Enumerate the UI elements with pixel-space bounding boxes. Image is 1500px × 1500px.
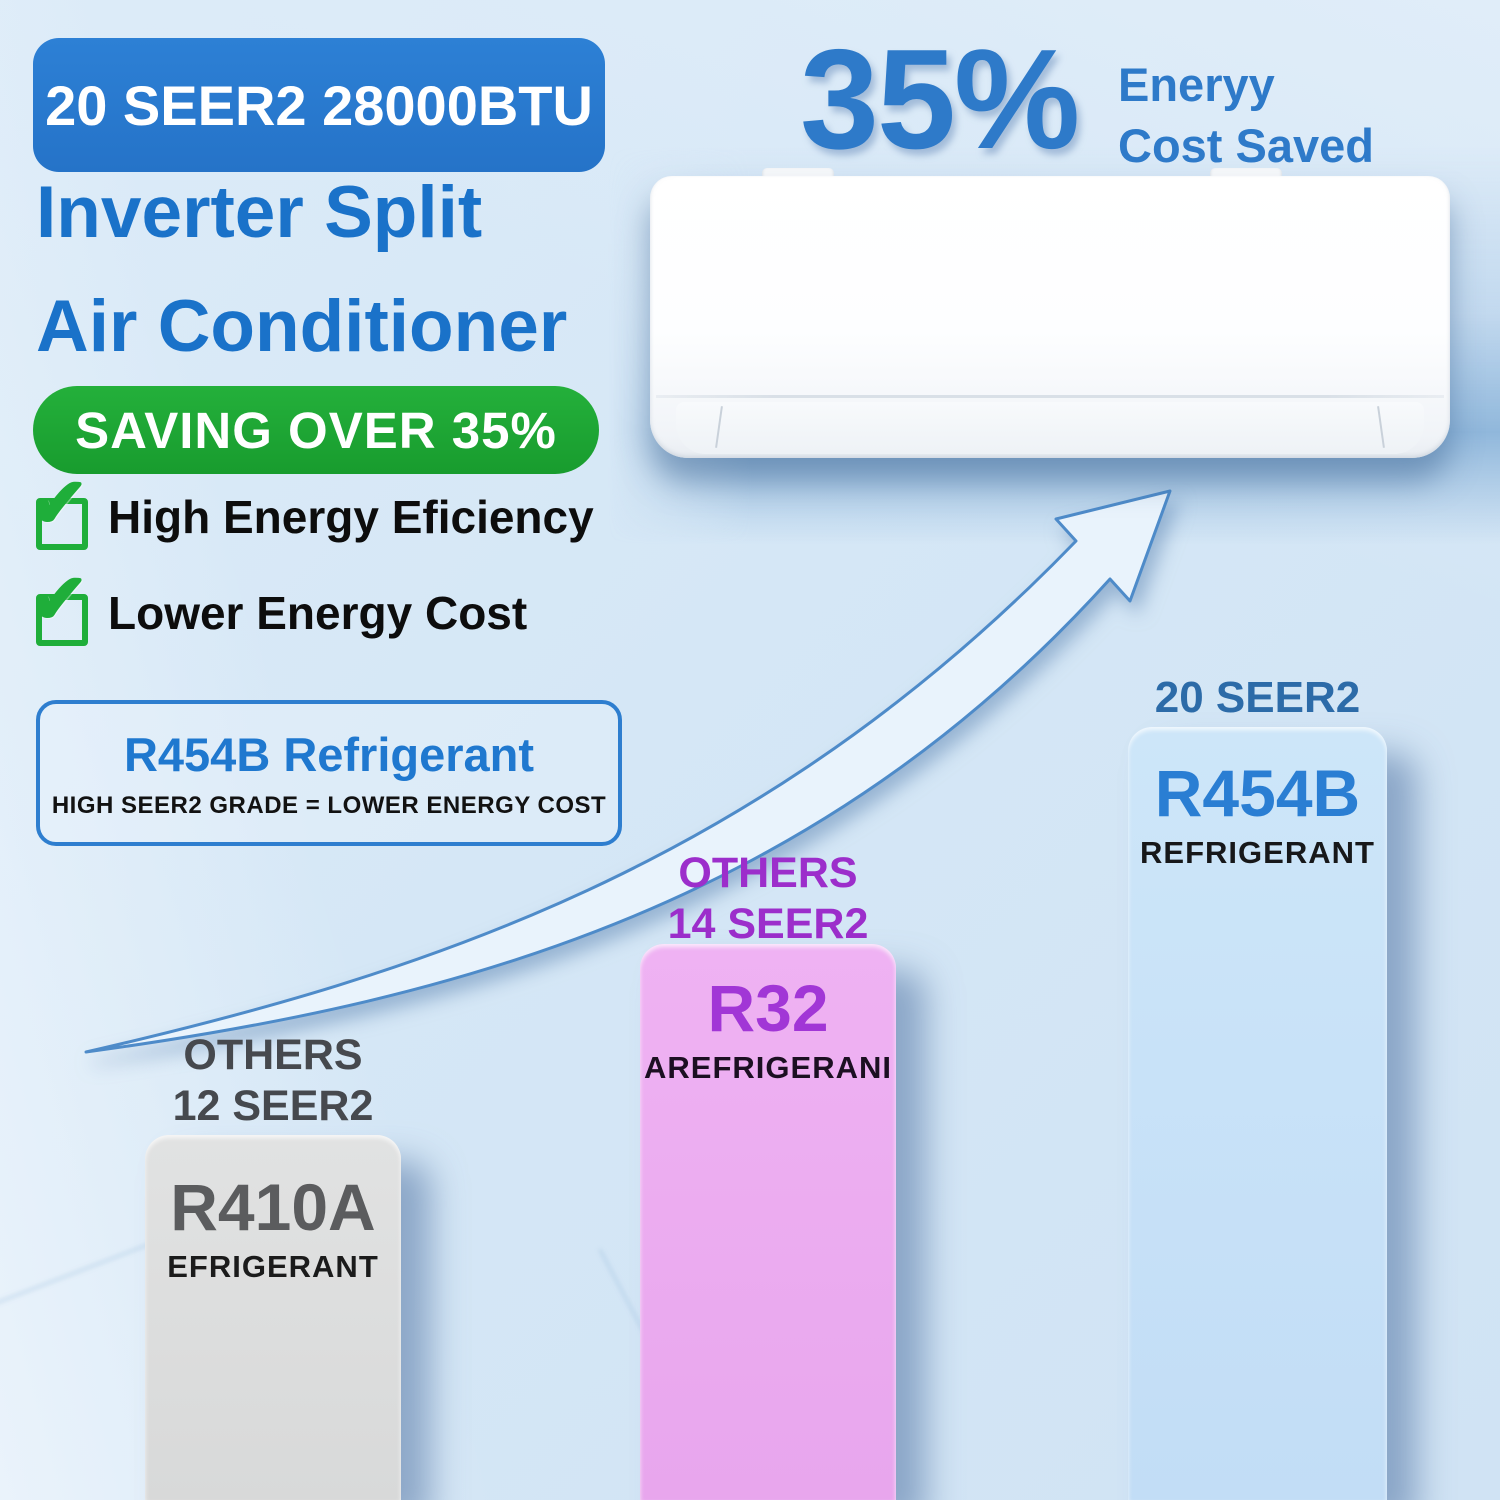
bar-r454b: R454B REFRIGERANT — [1128, 727, 1387, 1500]
refrigerant-box-title: R454B Refrigerant — [123, 727, 535, 781]
bar-r410a-sublabel: EFRIGERANT — [167, 1249, 379, 1284]
bar-r410a: R410A EFRIGERANT — [145, 1135, 401, 1500]
ac-unit-image — [650, 168, 1450, 458]
ac-air-deflector — [676, 402, 1424, 454]
bar-r454b-sublabel: REFRIGERANT — [1140, 835, 1375, 870]
feature-label: High Energy Eficiency — [108, 491, 594, 543]
feature-item-cost: ✔ Lower Energy Cost — [30, 564, 528, 646]
energy-saved-percent: 35% — [800, 20, 1080, 179]
ac-unit-body — [650, 176, 1450, 458]
ac-vane-line — [715, 406, 723, 448]
energy-saved-caption-line1: Eneryy — [1118, 58, 1275, 111]
spec-badge-label: 20 SEER2 28000BTU — [45, 73, 593, 137]
title-line-1: Inverter Split — [36, 172, 483, 253]
spec-badge: 20 SEER2 28000BTU — [33, 38, 605, 172]
ac-vane-line — [1377, 406, 1385, 448]
bar-label-r454b: 20 SEER2 — [1154, 673, 1361, 722]
energy-saved-caption-line2: Cost Saved — [1118, 119, 1374, 173]
refrigerant-box: R454B Refrigerant HIGH SEER2 GRADE = LOW… — [36, 700, 622, 846]
saving-badge: SAVING OVER 35% — [33, 386, 599, 474]
energy-saved-caption: Eneryy Cost Saved — [1118, 54, 1374, 176]
refrigerant-box-subtitle: HIGH SEER2 GRADE = LOWER ENERGY COST — [51, 791, 607, 819]
bar-label-r410a: OTHERS 12 SEER2 — [172, 1031, 374, 1130]
saving-badge-label: SAVING OVER 35% — [75, 401, 557, 459]
title-line-2: Air Conditioner — [36, 285, 568, 367]
bar-r410a-name: R410A — [170, 1170, 376, 1244]
bar-r32-name: R32 — [707, 971, 829, 1045]
checkbox-check-icon: ✔ — [30, 468, 89, 550]
page-title: Inverter Split Air Conditioner — [36, 156, 567, 384]
bar-label-r32: OTHERS 14 SEER2 — [667, 849, 869, 948]
feature-label: Lower Energy Cost — [108, 587, 528, 639]
checkbox-check-icon: ✔ — [30, 564, 89, 646]
bar-r32-sublabel: AREFRIGERANI — [644, 1050, 892, 1085]
bar-r32: R32 AREFRIGERANI — [640, 944, 896, 1500]
bar-r454b-name: R454B — [1154, 756, 1361, 830]
ac-panel-seam — [656, 395, 1444, 398]
feature-item-efficiency: ✔ High Energy Eficiency — [30, 468, 594, 550]
